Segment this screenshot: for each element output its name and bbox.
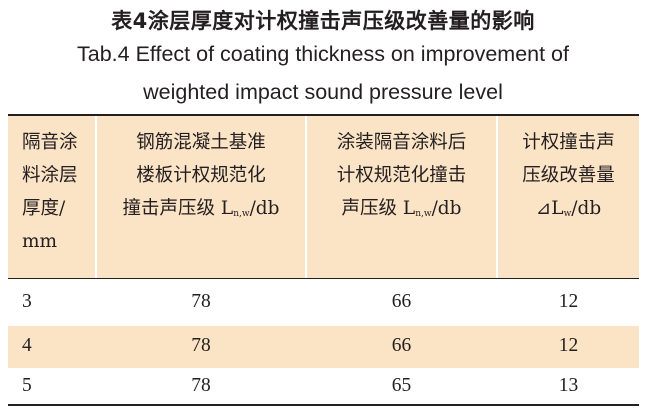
header-improvement-line: 压级改善量 xyxy=(522,165,615,186)
header-baseline-line: 钢筋混凝土基准 xyxy=(136,132,266,153)
header-thickness-line: 料涂层 xyxy=(22,165,78,186)
table-cell-baseline: 78 xyxy=(191,375,211,396)
header-improvement-line: 计权撞击声 xyxy=(522,132,615,153)
header-baseline-line: 撞击声压级 Ln,w/db xyxy=(97,192,305,231)
table-cell-improvement: 13 xyxy=(558,375,579,396)
table-top-rule xyxy=(8,114,639,116)
table-header-rule xyxy=(8,278,639,279)
header-column-separator xyxy=(496,116,498,278)
header-column-separator xyxy=(95,116,97,278)
header-coated-unit: /db xyxy=(431,198,462,219)
table-cell-baseline: 78 xyxy=(191,335,211,356)
header-improvement-text: ⊿L xyxy=(535,198,564,219)
table-cell-thickness: 5 xyxy=(22,375,32,396)
table-cell-improvement: 12 xyxy=(558,291,579,312)
table-cell-coated: 65 xyxy=(391,375,412,396)
header-improvement: 计权撞击声 压级改善量 ⊿Lw/db xyxy=(498,126,639,231)
table-row-shading xyxy=(8,326,639,368)
table-cell-baseline: 78 xyxy=(191,291,211,312)
table-caption-english-line2: weighted impact sound pressure level xyxy=(143,80,503,104)
header-improvement-line: ⊿Lw/db xyxy=(498,192,639,231)
header-improvement-unit: /db xyxy=(571,198,602,219)
header-thickness-line: mm xyxy=(22,231,58,252)
table-caption-english-line1: Tab.4 Effect of coating thickness on imp… xyxy=(77,42,569,66)
header-baseline-text: 撞击声压级 L xyxy=(122,198,234,219)
header-column-separator xyxy=(305,116,307,278)
header-thickness-line: 隔音涂 xyxy=(22,132,78,153)
header-coated-text: 声压级 L xyxy=(341,198,416,219)
header-baseline-line: 楼板计权规范化 xyxy=(136,165,266,186)
header-thickness: 隔音涂 料涂层 厚度/ mm xyxy=(22,126,78,258)
table-header-background xyxy=(8,116,639,278)
header-baseline-level: 钢筋混凝土基准 楼板计权规范化 撞击声压级 Ln,w/db xyxy=(97,126,305,231)
table-cell-improvement: 12 xyxy=(558,335,579,356)
header-coated-line: 声压级 Ln,w/db xyxy=(307,192,496,231)
table-cell-coated: 66 xyxy=(391,335,412,356)
header-baseline-unit: /db xyxy=(249,198,280,219)
header-improvement-subscript: w xyxy=(563,209,572,219)
table-bottom-rule xyxy=(8,404,639,406)
header-coated-line: 涂装隔音涂料后 xyxy=(336,132,467,153)
header-coated-subscript: n,w xyxy=(415,209,432,219)
header-coated-level: 涂装隔音涂料后 计权规范化撞击 声压级 Ln,w/db xyxy=(307,126,496,231)
table-caption-chinese: 表4涂层厚度对计权撞击声压级改善量的影响 xyxy=(111,9,535,33)
header-thickness-line: 厚度/ xyxy=(22,198,66,219)
header-baseline-subscript: n,w xyxy=(233,209,250,219)
header-coated-line: 计权规范化撞击 xyxy=(336,165,467,186)
table-cell-thickness: 4 xyxy=(22,335,32,356)
table-cell-coated: 66 xyxy=(391,291,412,312)
table-cell-thickness: 3 xyxy=(22,291,32,312)
